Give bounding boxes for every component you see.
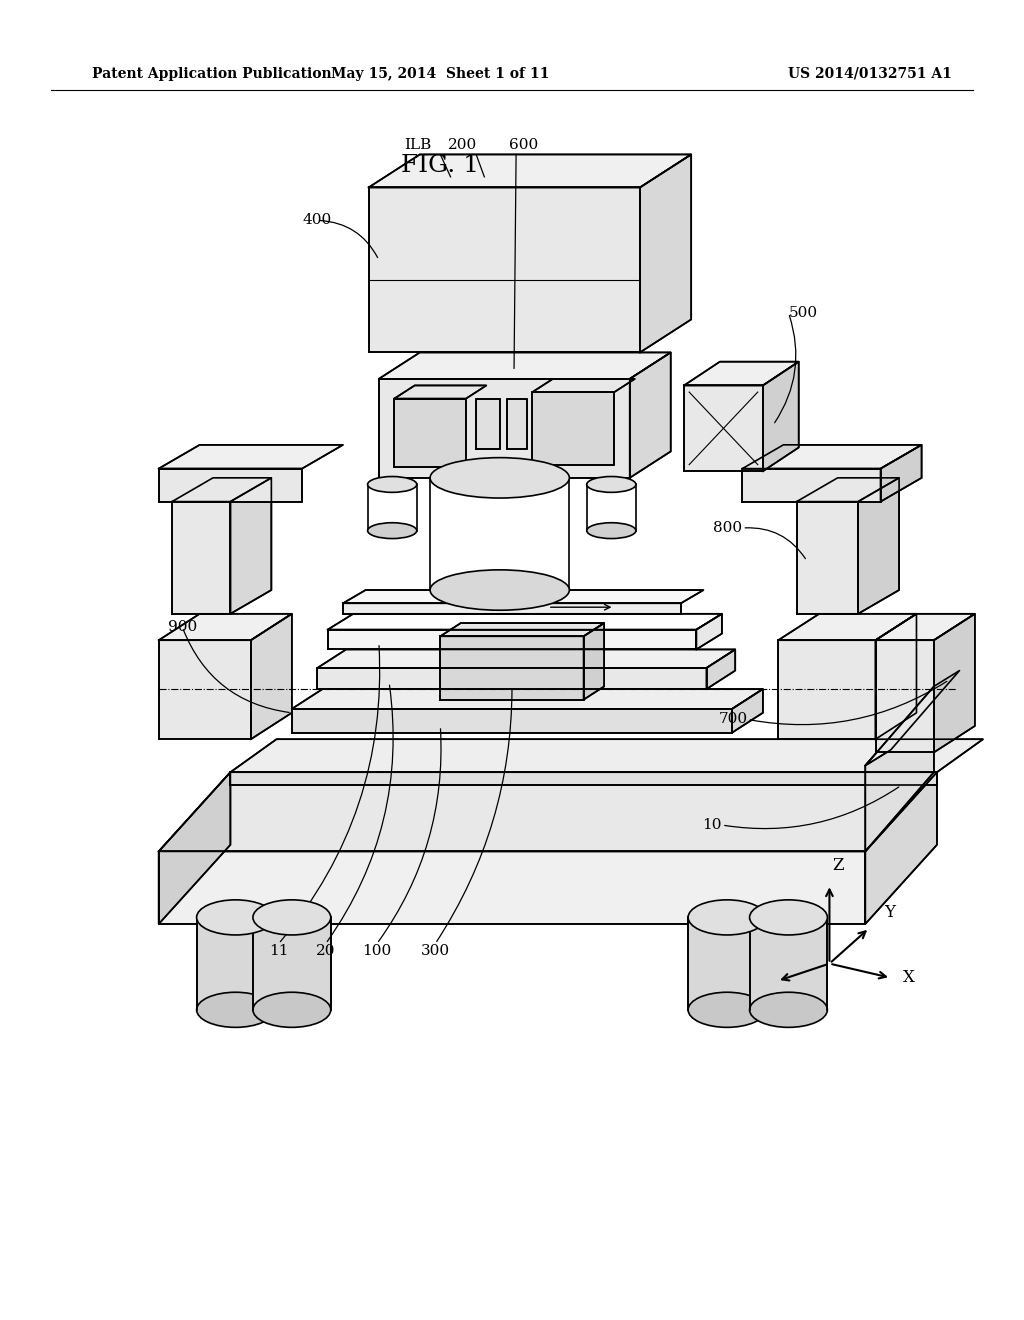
Polygon shape <box>230 478 271 614</box>
Polygon shape <box>532 379 635 392</box>
Polygon shape <box>172 478 271 502</box>
Polygon shape <box>230 772 937 785</box>
Bar <box>197 917 274 1010</box>
Ellipse shape <box>430 570 569 610</box>
Polygon shape <box>159 772 937 851</box>
Polygon shape <box>778 640 876 739</box>
Polygon shape <box>379 379 630 478</box>
Polygon shape <box>763 362 799 471</box>
Ellipse shape <box>430 458 569 498</box>
Text: 900: 900 <box>168 620 197 634</box>
Polygon shape <box>507 399 527 449</box>
Ellipse shape <box>197 900 274 935</box>
Ellipse shape <box>197 993 274 1027</box>
Polygon shape <box>172 502 230 614</box>
Polygon shape <box>317 668 707 689</box>
Text: X: X <box>903 969 915 986</box>
Text: 400: 400 <box>303 214 332 227</box>
Polygon shape <box>640 154 691 352</box>
Text: 800: 800 <box>714 521 742 535</box>
Ellipse shape <box>750 900 827 935</box>
Ellipse shape <box>688 993 766 1027</box>
Text: 11: 11 <box>268 944 289 958</box>
Ellipse shape <box>587 477 636 492</box>
Polygon shape <box>797 502 858 614</box>
Bar <box>253 917 331 1010</box>
Polygon shape <box>630 352 671 478</box>
Polygon shape <box>292 709 732 733</box>
Text: 700: 700 <box>719 713 748 726</box>
Ellipse shape <box>253 993 331 1027</box>
Polygon shape <box>778 614 916 640</box>
Polygon shape <box>328 630 696 649</box>
Polygon shape <box>476 399 500 449</box>
Polygon shape <box>251 614 292 739</box>
Polygon shape <box>876 614 975 640</box>
Polygon shape <box>707 649 735 689</box>
Text: Patent Application Publication: Patent Application Publication <box>92 67 332 81</box>
Text: US 2014/0132751 A1: US 2014/0132751 A1 <box>788 67 952 81</box>
Polygon shape <box>343 603 681 614</box>
Ellipse shape <box>750 993 827 1027</box>
Polygon shape <box>369 187 640 352</box>
Text: 200: 200 <box>449 137 477 152</box>
Text: 500: 500 <box>788 306 817 319</box>
Polygon shape <box>696 614 722 649</box>
Polygon shape <box>742 445 922 469</box>
Ellipse shape <box>688 900 766 935</box>
Polygon shape <box>159 640 251 739</box>
Polygon shape <box>684 385 763 471</box>
Polygon shape <box>394 399 466 467</box>
Text: 10: 10 <box>702 818 722 832</box>
Bar <box>750 917 827 1010</box>
Polygon shape <box>159 851 865 924</box>
Text: FIG. 1: FIG. 1 <box>401 153 479 177</box>
Text: 600: 600 <box>509 137 539 152</box>
Polygon shape <box>858 478 899 614</box>
Ellipse shape <box>253 900 331 935</box>
Polygon shape <box>159 772 230 924</box>
Polygon shape <box>440 623 604 636</box>
Polygon shape <box>732 689 763 733</box>
Text: 300: 300 <box>421 944 450 958</box>
Ellipse shape <box>368 477 417 492</box>
Polygon shape <box>292 689 763 709</box>
Polygon shape <box>865 671 959 766</box>
Text: Y: Y <box>884 904 895 921</box>
Polygon shape <box>532 392 614 465</box>
Polygon shape <box>159 445 343 469</box>
Polygon shape <box>159 469 302 502</box>
Polygon shape <box>343 590 703 603</box>
Polygon shape <box>379 352 671 379</box>
Polygon shape <box>742 469 881 502</box>
Ellipse shape <box>587 523 636 539</box>
Polygon shape <box>881 445 922 502</box>
Polygon shape <box>230 739 983 772</box>
Polygon shape <box>317 649 735 668</box>
Polygon shape <box>369 154 691 187</box>
Polygon shape <box>328 614 722 630</box>
Polygon shape <box>876 640 934 752</box>
Polygon shape <box>159 614 292 640</box>
Text: Z: Z <box>831 857 844 874</box>
Polygon shape <box>865 772 937 924</box>
Polygon shape <box>394 385 486 399</box>
Text: May 15, 2014  Sheet 1 of 11: May 15, 2014 Sheet 1 of 11 <box>331 67 550 81</box>
Text: 20: 20 <box>315 944 336 958</box>
Text: 100: 100 <box>362 944 391 958</box>
Polygon shape <box>865 686 934 851</box>
Polygon shape <box>440 636 584 700</box>
Polygon shape <box>684 362 799 385</box>
Bar <box>688 917 766 1010</box>
Text: ILB: ILB <box>404 137 431 152</box>
Polygon shape <box>797 478 899 502</box>
Polygon shape <box>934 614 975 752</box>
Ellipse shape <box>368 523 417 539</box>
Polygon shape <box>876 614 916 739</box>
Polygon shape <box>584 623 604 700</box>
